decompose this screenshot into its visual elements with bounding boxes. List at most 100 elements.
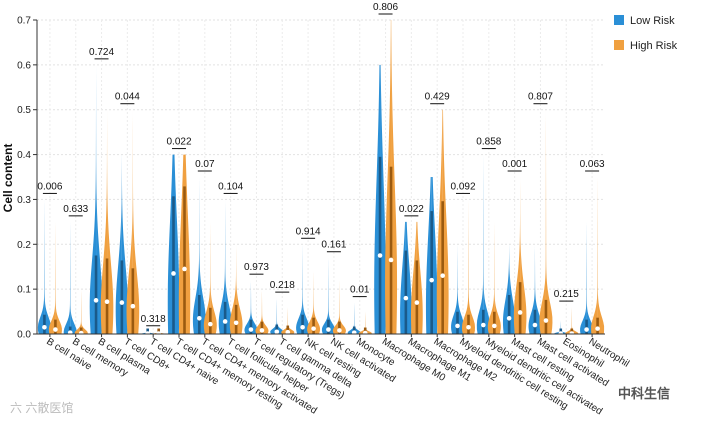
pvalue-label: 0.161 xyxy=(321,240,346,251)
pvalue-label: 0.215 xyxy=(554,289,579,300)
median-high xyxy=(492,323,497,329)
box-high xyxy=(596,317,599,334)
violin-low-right xyxy=(380,64,386,334)
median-low xyxy=(455,323,460,329)
median-low xyxy=(248,327,254,332)
violin-high-right xyxy=(442,109,449,335)
violin-low-right xyxy=(199,177,206,334)
median-high xyxy=(104,299,110,305)
median-high xyxy=(517,310,523,315)
median-low xyxy=(274,329,280,335)
violin-low-left xyxy=(244,280,251,334)
violin-high-right xyxy=(313,271,321,334)
y-tick-label: 0.4 xyxy=(17,150,31,161)
violin-high-right xyxy=(261,289,269,334)
legend-label-high: High Risk xyxy=(630,40,678,52)
median-high xyxy=(337,328,342,333)
pvalue-label: 0.01 xyxy=(350,285,370,296)
median-high xyxy=(311,326,316,331)
median-low xyxy=(119,300,125,305)
pvalue-label: 0.973 xyxy=(244,262,269,273)
box-high xyxy=(54,319,57,334)
box-low xyxy=(249,319,253,334)
box-low xyxy=(352,326,356,334)
median-high xyxy=(182,266,187,272)
median-high xyxy=(208,321,213,327)
box-low xyxy=(172,196,175,334)
violin-high-right xyxy=(416,221,423,334)
violin-low-left xyxy=(167,154,174,334)
violin-low-right xyxy=(96,64,103,334)
pvalue-label: 0.806 xyxy=(373,2,398,13)
box-low xyxy=(68,326,72,334)
pvalue-label: 0.104 xyxy=(218,181,243,192)
violin-high-right xyxy=(55,221,62,334)
pvalue-label: 0.044 xyxy=(115,92,140,103)
violin-high-right xyxy=(520,177,527,334)
box-high xyxy=(234,304,238,334)
median-low xyxy=(197,316,202,321)
box-low xyxy=(507,294,511,334)
violin-high-left xyxy=(203,221,211,334)
pvalue-label: 0.022 xyxy=(166,137,191,148)
legend-label-low: Low Risk xyxy=(630,15,675,27)
violin-low-left xyxy=(425,177,432,334)
box-high xyxy=(544,299,548,334)
median-low xyxy=(93,298,99,303)
y-tick-label: 0.6 xyxy=(17,60,31,71)
box-low xyxy=(301,314,304,334)
pvalue-annotations: 0.006 0.633 0.724 0.044 0.318 0.022 0.070.104 0… xyxy=(37,2,605,327)
box-low xyxy=(585,319,588,334)
violin-low-left xyxy=(218,199,226,334)
violin-low-right xyxy=(405,221,412,334)
box-high xyxy=(518,282,522,334)
box-low xyxy=(327,319,330,334)
violin-low-right xyxy=(173,154,180,334)
pvalue-label: 0.318 xyxy=(141,314,166,325)
violin-low-right xyxy=(250,280,258,334)
violin-low-right xyxy=(70,221,77,334)
violin-low-left xyxy=(400,221,406,334)
watermark-right: 中科生信 xyxy=(618,386,670,401)
median-low xyxy=(403,295,409,301)
violin-high-left xyxy=(307,271,314,334)
box-high xyxy=(131,268,135,334)
median-high xyxy=(233,320,239,326)
y-tick-label: 0.2 xyxy=(17,240,31,251)
pvalue-label: 0.807 xyxy=(528,92,553,103)
violin-high-right xyxy=(81,289,88,334)
violins xyxy=(37,20,605,336)
box-high xyxy=(441,201,444,334)
violin-high-left xyxy=(126,109,133,335)
pvalue-label: 0.022 xyxy=(399,204,424,215)
y-axis-label: Cell content xyxy=(1,144,15,213)
median-low xyxy=(222,319,228,324)
violin-high-right xyxy=(391,20,398,334)
pvalue-label: 0.633 xyxy=(63,204,88,215)
box-low xyxy=(378,156,382,334)
violin-high-left xyxy=(100,109,108,335)
median-low xyxy=(429,277,434,283)
box-high xyxy=(79,327,83,334)
box-low xyxy=(275,324,279,334)
pvalue-label: 0.858 xyxy=(476,137,501,148)
legend-swatch-low xyxy=(614,15,624,25)
box-low xyxy=(430,211,433,334)
violin-low-right xyxy=(534,244,542,334)
violin-high-right xyxy=(597,177,605,334)
median-low xyxy=(532,322,538,328)
violin-high-left xyxy=(255,289,262,334)
violin-low-left xyxy=(528,244,535,334)
watermark-left: 六 六散医馆 xyxy=(10,400,73,415)
violin-low-left xyxy=(502,244,510,334)
violin-low-left xyxy=(115,154,122,334)
y-tick-label: 0.1 xyxy=(17,285,31,296)
violin-low-left xyxy=(37,199,45,334)
violin-low-left xyxy=(451,244,458,334)
box-high xyxy=(105,258,109,334)
violin-low-left xyxy=(580,221,587,334)
violin-low-right xyxy=(457,244,464,334)
box-low xyxy=(404,250,408,334)
median-high xyxy=(53,327,58,332)
